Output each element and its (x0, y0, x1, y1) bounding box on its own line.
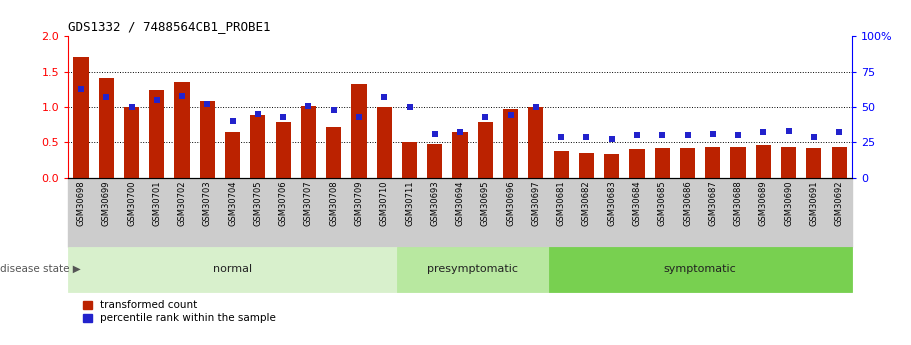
Bar (427, 145, 443, 178)
Bar (554, 151, 568, 178)
Text: symptomatic: symptomatic (664, 264, 736, 274)
Point (503, 113, 517, 118)
Point (832, 130, 846, 135)
Bar (175, 82, 189, 178)
Legend: transformed count, percentile rank within the sample: transformed count, percentile rank withi… (83, 300, 276, 323)
Point (403, 104, 417, 110)
Bar (74, 57, 88, 178)
Bar (352, 84, 366, 178)
Point (124, 104, 138, 110)
Point (782, 128, 796, 134)
Bar (503, 109, 518, 178)
Bar (402, 142, 417, 178)
Bar (326, 127, 342, 178)
Point (225, 118, 240, 124)
Point (681, 132, 695, 138)
Point (276, 114, 291, 120)
Point (326, 107, 341, 112)
Bar (705, 147, 721, 178)
Bar (301, 106, 316, 178)
Bar (655, 148, 670, 178)
Text: GDS1332 / 7488564CB1_PROBE1: GDS1332 / 7488564CB1_PROBE1 (68, 20, 271, 33)
Bar (604, 154, 619, 178)
Bar (251, 116, 265, 178)
Point (427, 131, 442, 137)
Bar (477, 122, 493, 178)
Bar (731, 147, 745, 178)
Point (302, 103, 316, 108)
Point (478, 114, 493, 120)
Point (756, 130, 771, 135)
Point (806, 134, 821, 139)
Point (705, 131, 720, 137)
Bar (275, 122, 291, 178)
Bar (453, 132, 467, 178)
Bar (680, 148, 695, 178)
Point (579, 134, 594, 139)
Point (604, 137, 619, 142)
Bar (630, 149, 645, 178)
Point (655, 132, 670, 138)
Bar (376, 107, 392, 178)
Point (453, 130, 467, 135)
Bar (806, 148, 822, 178)
Bar (124, 107, 139, 178)
Bar (225, 132, 241, 178)
Text: disease state ▶: disease state ▶ (0, 264, 81, 274)
Point (377, 94, 392, 100)
Point (74, 86, 88, 91)
Point (200, 101, 215, 107)
Point (528, 104, 543, 110)
Point (554, 134, 568, 139)
Point (352, 114, 366, 120)
Bar (578, 153, 594, 178)
Bar (98, 78, 114, 178)
Point (251, 111, 265, 117)
Point (630, 132, 644, 138)
Bar (528, 107, 544, 178)
Bar (149, 90, 164, 178)
Text: presymptomatic: presymptomatic (427, 264, 518, 274)
Text: normal: normal (213, 264, 252, 274)
Bar (832, 147, 846, 178)
Bar (200, 101, 215, 178)
Point (175, 93, 189, 98)
Point (731, 132, 745, 138)
Bar (756, 145, 771, 178)
Bar (781, 147, 796, 178)
Point (99, 94, 114, 100)
Point (149, 97, 164, 103)
